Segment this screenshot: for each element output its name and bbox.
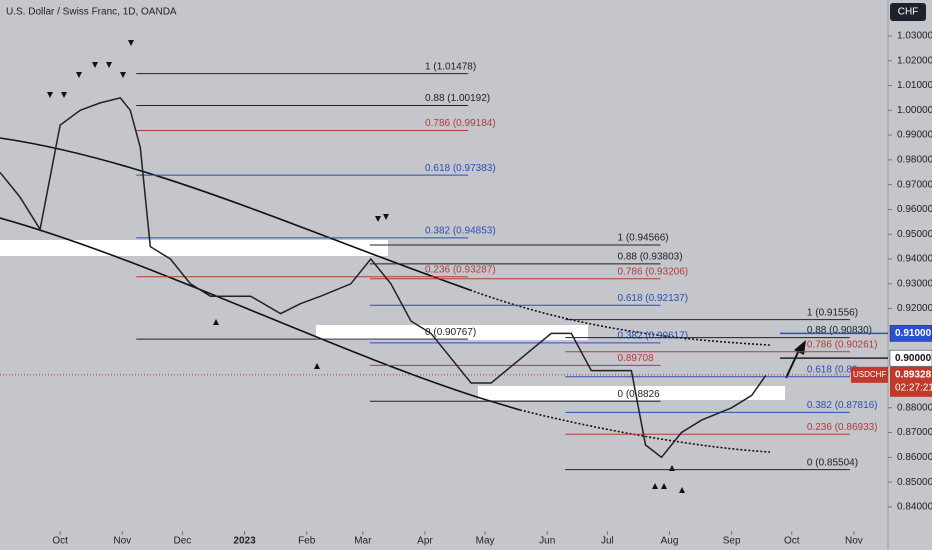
marker <box>661 483 667 489</box>
x-tick-label: Sep <box>723 536 741 547</box>
y-tick-label: 0.98000 <box>897 155 932 166</box>
y-tick-label: 1.02000 <box>897 55 932 66</box>
y-tick-label: 0.87000 <box>897 427 932 438</box>
marker <box>47 92 53 98</box>
chart-title: U.S. Dollar / Swiss Franc, 1D, OANDA <box>6 7 177 18</box>
x-tick-label: Nov <box>845 536 863 547</box>
y-tick-label: 0.85000 <box>897 477 932 488</box>
last-price-label: 0.89328 <box>895 369 932 380</box>
fib-label: 0.88 (0.93803) <box>617 252 682 263</box>
fib-label: 0.382 (0.87816) <box>807 400 878 411</box>
fib-label: 1 (0.94566) <box>617 233 668 244</box>
fib-label: 0.618 (0.97383) <box>425 163 496 174</box>
x-tick-label: Feb <box>298 536 316 547</box>
zone <box>0 240 388 256</box>
marker <box>383 214 389 220</box>
fib-label: 1 (1.01478) <box>425 61 476 72</box>
marker <box>61 92 67 98</box>
marker <box>375 216 381 222</box>
x-tick-label: Jul <box>601 536 614 547</box>
marker <box>120 72 126 78</box>
y-tick-label: 0.84000 <box>897 502 932 513</box>
x-tick-label: May <box>476 536 495 547</box>
marker <box>128 40 134 46</box>
marker <box>314 363 320 369</box>
price-mark-label: 0.91000 <box>895 328 932 339</box>
zone <box>478 386 785 400</box>
x-tick-label: Jun <box>539 536 555 547</box>
zone <box>316 325 588 340</box>
fib-label: 0 (0.85504) <box>807 457 858 468</box>
marker <box>76 72 82 78</box>
x-tick-label: Nov <box>113 536 131 547</box>
y-tick-label: 1.01000 <box>897 80 932 91</box>
fib-label: 0.382 (0.94853) <box>425 226 496 237</box>
fib-label: 0.786 (0.93206) <box>617 266 688 277</box>
fib-label: 0.382 (0.90617) <box>617 331 688 342</box>
symbol-label: USDCHF <box>853 370 886 379</box>
price-mark-box <box>889 325 932 342</box>
channel <box>0 137 771 453</box>
y-tick-label: 1.00000 <box>897 105 932 116</box>
fib-label: 0.786 (0.99184) <box>425 118 496 129</box>
x-tick-label: Mar <box>354 536 372 547</box>
y-tick-label: 1.03000 <box>897 31 932 42</box>
y-tick-label: 0.86000 <box>897 452 932 463</box>
y-tick-label: 0.92000 <box>897 303 932 314</box>
marker <box>679 487 685 493</box>
price-line <box>0 97 767 459</box>
fib-label: 0.236 (0.93287) <box>425 264 496 275</box>
fib-label: 0.786 (0.90261) <box>807 339 878 350</box>
symbol-box <box>851 366 888 383</box>
price-mark-label: 0.90000 <box>895 353 932 364</box>
y-tick-label: 0.96000 <box>897 204 932 215</box>
fib-label: 0.88 (0.90830) <box>807 325 872 336</box>
axes: 0.84000 0.85000 0.86000 0.87000 0.88000 0.920… <box>52 31 932 547</box>
fib-label: 1 (0.91556) <box>807 307 858 318</box>
x-tick-label: Dec <box>174 536 192 547</box>
x-tick-label: Aug <box>661 536 679 547</box>
x-tick-label: Oct <box>52 536 68 547</box>
zones <box>0 240 785 400</box>
arrow-shaft <box>785 347 801 379</box>
currency-button[interactable] <box>890 3 926 21</box>
y-tick-label: 0.88000 <box>897 402 932 413</box>
x-tick-label: 2023 <box>233 536 256 547</box>
currency-label: CHF <box>898 7 919 18</box>
y-tick-label: 0.94000 <box>897 254 932 265</box>
fib-label: 0.618 (0.89 <box>807 364 858 375</box>
channel-lower <box>0 217 521 411</box>
fib-label: 0.89708 <box>617 353 654 364</box>
fib-label: 0.618 (0.92137) <box>617 293 688 304</box>
marker <box>213 319 219 325</box>
marker <box>106 62 112 68</box>
fib-label: 0.236 (0.86933) <box>807 422 878 433</box>
last-price-box <box>890 366 932 397</box>
y-tick-label: 0.99000 <box>897 130 932 141</box>
marker <box>652 483 658 489</box>
marker <box>92 62 98 68</box>
fib-label: 0 (0.90767) <box>425 327 476 338</box>
channel-upper-ext <box>469 289 771 346</box>
channel-upper <box>0 137 471 291</box>
x-tick-label: Apr <box>417 536 433 547</box>
countdown: 02:27:21 <box>895 382 932 393</box>
y-tick-label: 0.95000 <box>897 229 932 240</box>
y-tick-label: 0.93000 <box>897 278 932 289</box>
price-mark-box <box>889 349 932 367</box>
fib-label: 0 (0.8826 <box>617 389 660 400</box>
fib-label: 0.88 (1.00192) <box>425 93 490 104</box>
x-tick-label: Oct <box>784 536 800 547</box>
y-tick-label: 0.97000 <box>897 179 932 190</box>
